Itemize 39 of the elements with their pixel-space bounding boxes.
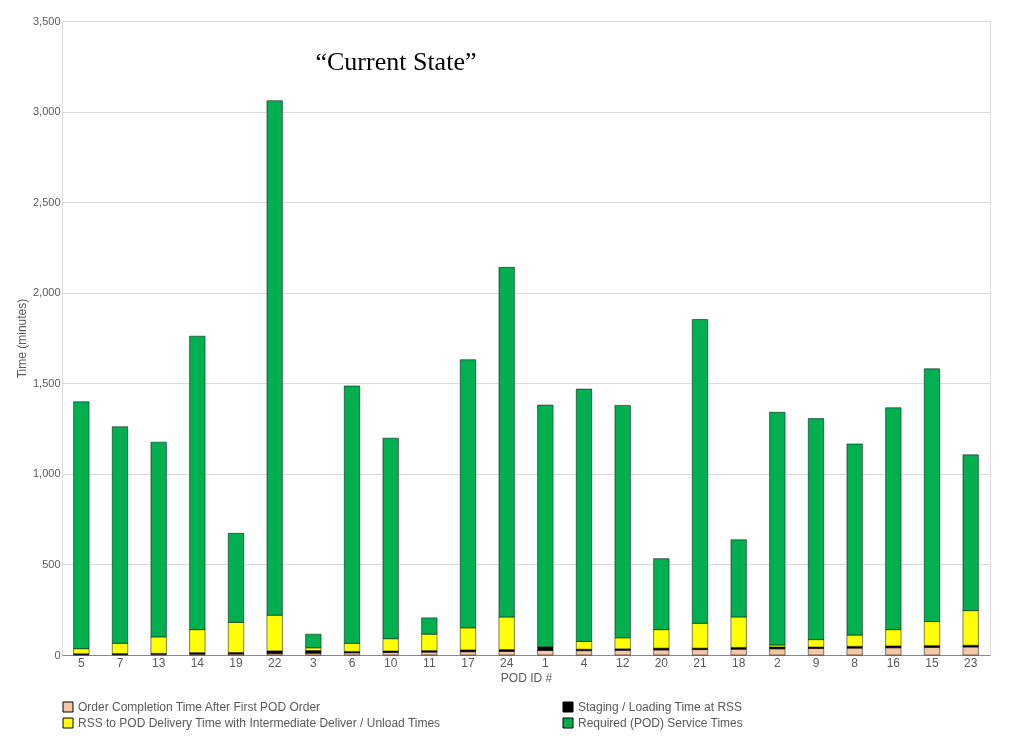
- x-tick-label: 11: [423, 655, 436, 670]
- x-tick-label: 23: [963, 655, 978, 670]
- x-tick-label: 18: [731, 655, 746, 670]
- x-tick-label: 9: [812, 655, 820, 670]
- y-tick-label: 2,500: [32, 195, 61, 208]
- y-tick-label: 2,000: [32, 286, 61, 299]
- x-tick-label: 3: [309, 655, 317, 670]
- x-tick-label: 20: [654, 655, 669, 670]
- legend-label: Order Completion Time After First POD Order: [78, 700, 321, 714]
- legend-label: Required (POD) Service Times: [578, 716, 743, 730]
- y-axis-title: Time (minutes): [14, 298, 29, 379]
- x-tick-label: 10: [383, 655, 398, 670]
- x-tick-label: 13: [151, 655, 166, 670]
- x-tick-label: 7: [116, 655, 124, 670]
- y-tick-label: 3,500: [32, 14, 61, 27]
- x-tick-label: 1: [541, 655, 549, 670]
- y-tick-label: 1,000: [32, 467, 61, 480]
- y-tick-label: 1,500: [32, 376, 61, 389]
- legend-label: Staging / Loading Time at RSS: [578, 700, 743, 714]
- x-tick-label: 24: [499, 655, 514, 670]
- x-tick-label: 8: [851, 655, 859, 670]
- y-tick-label: 0: [54, 648, 61, 661]
- x-tick-label: 6: [348, 655, 356, 670]
- x-tick-label: 15: [925, 655, 939, 670]
- x-tick-label: 17: [461, 655, 475, 670]
- x-tick-label: 12: [615, 655, 630, 670]
- y-tick-label: 3,000: [32, 105, 61, 118]
- x-tick-label: 14: [190, 655, 205, 670]
- x-tick-label: 21: [693, 655, 707, 670]
- text: “Current State”: [315, 47, 477, 76]
- x-axis-title: POD ID #: [500, 670, 553, 685]
- x-tick-label: 4: [580, 655, 588, 670]
- x-tick-label: 2: [773, 655, 781, 670]
- legend-label: RSS to POD Delivery Time with Intermediate Deliver / Unload Times: [78, 716, 441, 730]
- x-tick-label: 19: [229, 655, 243, 670]
- x-tick-label: 16: [886, 655, 901, 670]
- x-tick-label: 5: [77, 655, 85, 670]
- x-tick-label: 22: [267, 655, 282, 670]
- y-tick-label: 500: [42, 557, 61, 570]
